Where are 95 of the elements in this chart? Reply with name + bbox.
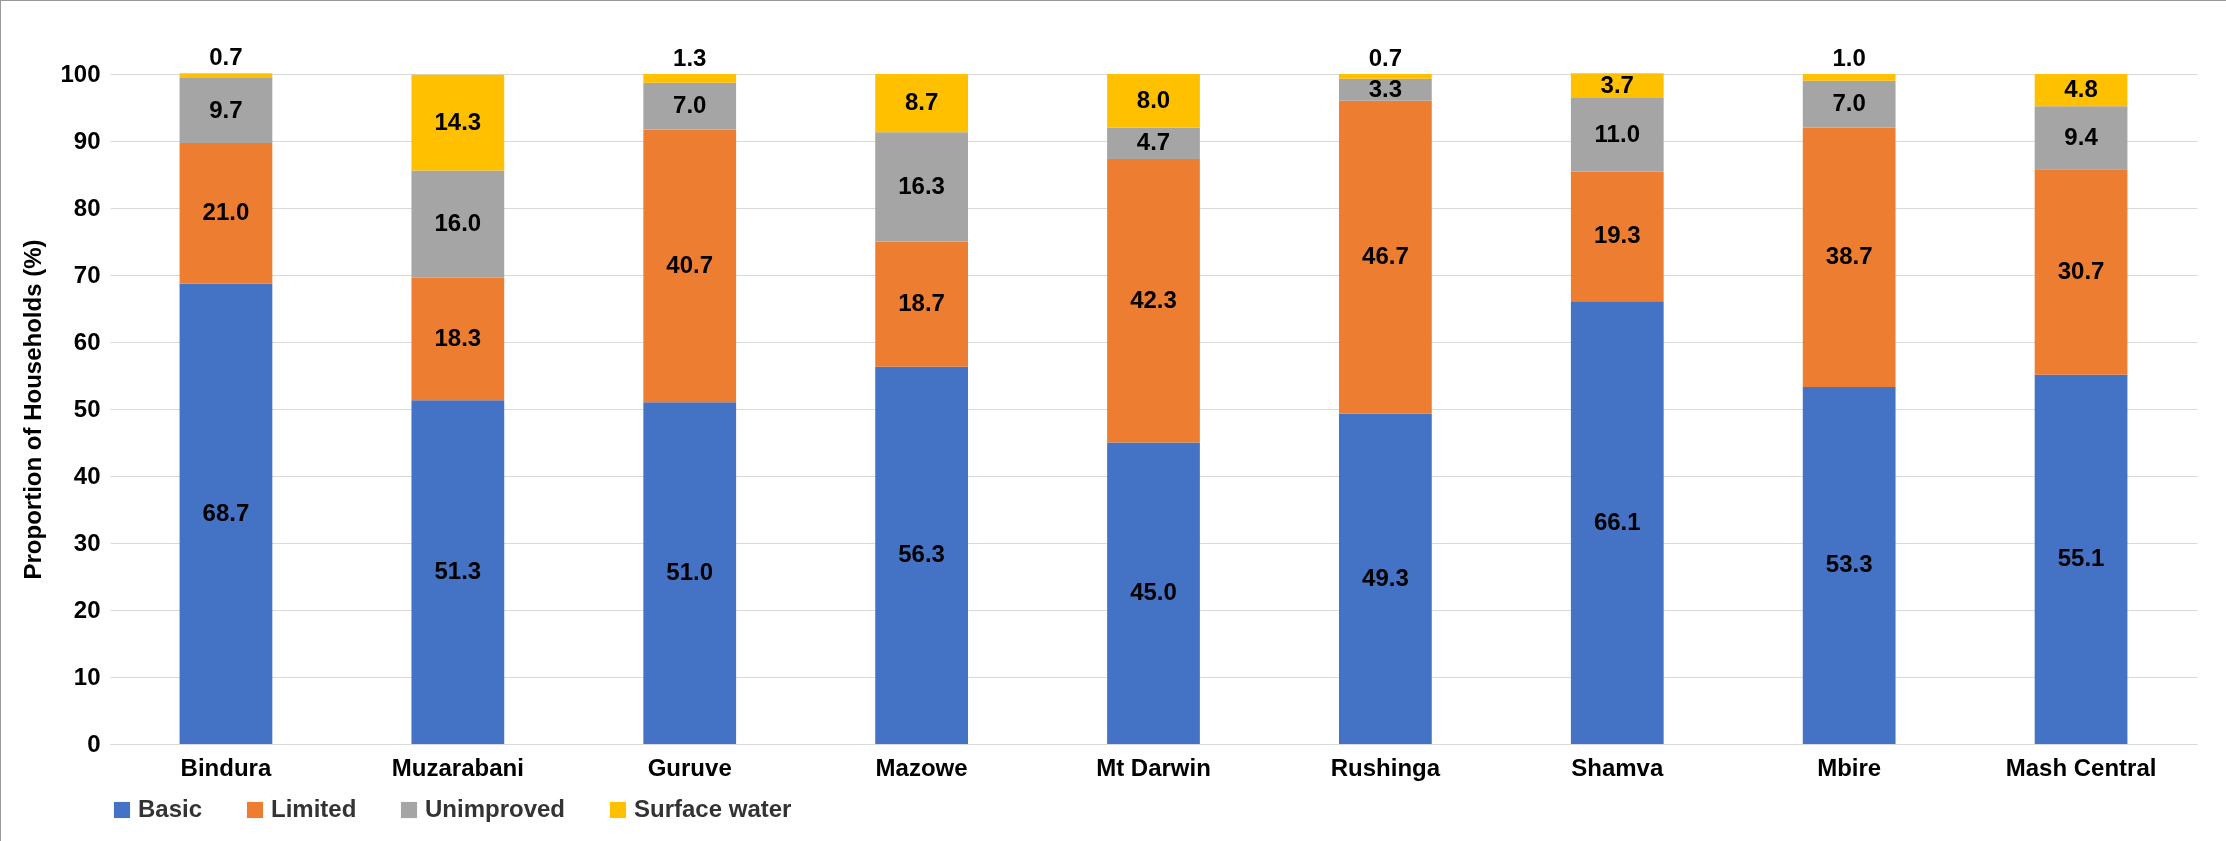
- y-tick-label: 10: [73, 662, 101, 690]
- bar: [1107, 127, 1200, 160]
- data-label: 51.3: [434, 557, 482, 585]
- data-label: 18.3: [434, 323, 482, 351]
- data-label: 9.4: [2064, 122, 2099, 150]
- x-tick-label: Mazowe: [875, 753, 968, 781]
- data-label: 4.8: [2064, 75, 2098, 103]
- legend-label: Unimproved: [425, 795, 566, 822]
- data-label: 68.7: [202, 498, 250, 526]
- x-tick-label: Bindura: [180, 753, 272, 781]
- bar: [1570, 73, 1664, 99]
- data-label: 21.0: [202, 198, 250, 226]
- data-label: 51.0: [666, 558, 714, 586]
- bar: [1339, 74, 1432, 79]
- x-tick-label: Mbire: [1817, 753, 1882, 781]
- bar: [411, 170, 505, 278]
- data-label: 40.7: [666, 250, 714, 278]
- bar: [411, 400, 505, 744]
- data-label: 46.7: [1362, 242, 1409, 270]
- y-tick-label: 40: [73, 461, 101, 489]
- data-label: 9.7: [209, 95, 243, 123]
- data-label: 8.0: [1136, 85, 1171, 113]
- y-tick-label: 20: [73, 595, 101, 623]
- bar: [643, 74, 737, 83]
- bar: [1339, 100, 1432, 414]
- data-label: 4.7: [1136, 128, 1171, 156]
- data-label: 42.3: [1130, 285, 1177, 313]
- legend-label: Basic: [138, 795, 203, 822]
- y-axis-title: Proportion of Households (%): [19, 239, 47, 580]
- x-tick-label: Mash Central: [2005, 753, 2157, 781]
- data-label: 14.3: [434, 107, 482, 135]
- data-label: 49.3: [1362, 563, 1409, 591]
- bar: [875, 366, 968, 744]
- bar: [643, 82, 737, 130]
- x-tick-label: Rushinga: [1330, 753, 1441, 781]
- bar: [643, 129, 737, 403]
- data-label: 8.7: [904, 88, 939, 116]
- bar: [1107, 159, 1200, 443]
- y-tick-label: 70: [73, 260, 101, 288]
- data-label: 16.3: [898, 171, 945, 199]
- bar: [2034, 106, 2128, 170]
- data-label: 38.7: [1825, 242, 1873, 270]
- bar: [1339, 413, 1432, 744]
- data-label: 19.3: [1593, 221, 1641, 249]
- data-label: 55.1: [2057, 544, 2105, 572]
- legend-label: Limited: [271, 795, 357, 822]
- data-label: 7.0: [1832, 89, 1866, 117]
- data-label: 11.0: [1594, 119, 1640, 147]
- bar: [1802, 80, 1896, 128]
- data-label: 56.3: [898, 540, 945, 568]
- data-label: 53.3: [1825, 550, 1873, 578]
- data-label: 18.7: [898, 289, 945, 317]
- y-tick-label: 60: [73, 327, 101, 355]
- data-label: 1.0: [1832, 44, 1866, 71]
- bar: [179, 73, 273, 79]
- data-label: 0.7: [1368, 44, 1403, 71]
- bar: [2034, 374, 2128, 744]
- bar: [179, 283, 273, 744]
- data-label: 7.0: [673, 91, 707, 119]
- bar: [1802, 386, 1896, 744]
- bar: [1570, 301, 1664, 744]
- bar: [1802, 74, 1896, 81]
- bar: [1107, 74, 1200, 128]
- bar: [179, 78, 273, 144]
- data-label: 45.0: [1130, 578, 1177, 606]
- bar: [179, 143, 273, 284]
- y-tick-label: 90: [73, 126, 101, 154]
- y-tick-label: 0: [87, 729, 101, 757]
- bar: [1107, 442, 1200, 744]
- bar: [2034, 169, 2128, 375]
- bar: [411, 74, 505, 171]
- y-tick-label: 100: [60, 59, 101, 87]
- data-label: 3.3: [1368, 74, 1403, 102]
- bar: [875, 132, 968, 242]
- data-label: 0.7: [209, 43, 243, 71]
- bar: [1802, 127, 1896, 387]
- data-label: 66.1: [1593, 507, 1641, 535]
- legend-label: Surface water: [634, 795, 792, 822]
- data-label: 16.0: [434, 209, 482, 237]
- y-tick-label: 30: [73, 528, 101, 556]
- x-tick-label: Shamva: [1571, 753, 1664, 781]
- bar: [875, 74, 968, 133]
- data-label: 30.7: [2057, 256, 2105, 284]
- data-label: 3.7: [1600, 70, 1634, 98]
- x-tick-label: Guruve: [647, 753, 732, 781]
- bar: [643, 402, 737, 744]
- data-label: 1.3: [673, 44, 707, 71]
- y-tick-label: 50: [73, 394, 101, 422]
- bar: [875, 241, 968, 367]
- x-tick-label: Mt Darwin: [1096, 753, 1211, 781]
- bar: [1570, 171, 1664, 302]
- bar: [1570, 98, 1664, 172]
- x-tick-label: Muzarabani: [391, 753, 524, 781]
- y-tick-label: 80: [73, 193, 101, 221]
- bar: [411, 277, 505, 401]
